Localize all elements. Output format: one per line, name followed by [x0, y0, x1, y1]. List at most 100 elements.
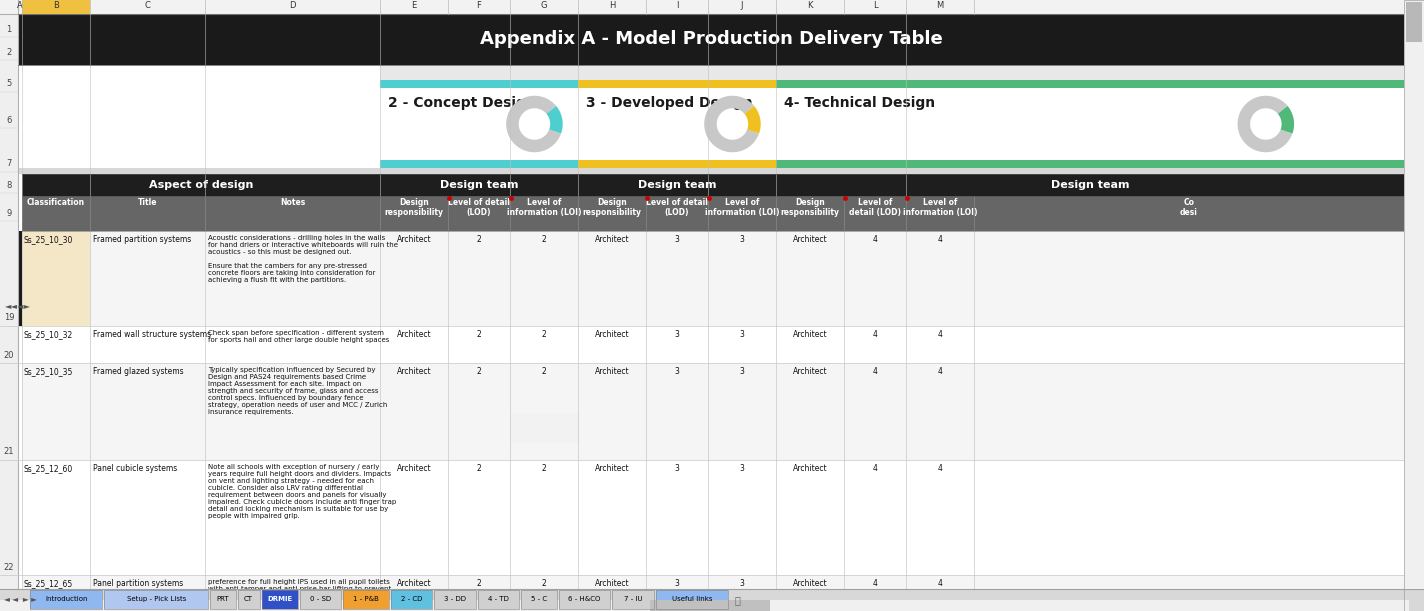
Text: Architect: Architect [793, 367, 827, 376]
Bar [21, 460, 1404, 575]
Text: 2 - CD: 2 - CD [402, 596, 423, 602]
Text: 21: 21 [4, 447, 14, 456]
Text: CT: CT [244, 596, 253, 602]
Bar [343, 590, 389, 609]
Bar [0, 0, 1404, 14]
Text: 8: 8 [6, 180, 11, 189]
Text: Ss_25_10_35: Ss_25_10_35 [24, 367, 74, 376]
Text: 3: 3 [675, 464, 679, 473]
Text: Panel partition systems: Panel partition systems [93, 579, 184, 588]
Text: Aspect of design: Aspect of design [150, 180, 253, 190]
Bar [380, 160, 578, 168]
Bar [649, 600, 770, 611]
Text: Level of detail
(LOD): Level of detail (LOD) [449, 198, 510, 218]
Text: 3: 3 [739, 579, 745, 588]
Text: Architect: Architect [397, 235, 431, 244]
Text: I: I [676, 1, 678, 10]
Text: Architect: Architect [397, 330, 431, 339]
Text: Architect: Architect [595, 367, 629, 376]
Text: Useful links: Useful links [672, 596, 712, 602]
Text: 6: 6 [6, 116, 11, 125]
Text: F: F [477, 1, 481, 10]
Text: 20: 20 [4, 351, 14, 359]
Text: E: E [412, 1, 417, 10]
Text: Classification: Classification [27, 198, 85, 207]
Text: ◄◄◄►: ◄◄◄► [6, 301, 31, 310]
Text: Acoustic considerations - drilling holes in the walls
for hand driers or interac: Acoustic considerations - drilling holes… [208, 235, 397, 283]
Text: Architect: Architect [397, 579, 431, 588]
Text: Architect: Architect [793, 464, 827, 473]
Text: Architect: Architect [793, 330, 827, 339]
Text: Design
responsibility: Design responsibility [582, 198, 641, 218]
Bar [209, 590, 235, 609]
Text: Design
responsibility: Design responsibility [384, 198, 443, 218]
Text: Design team: Design team [1051, 180, 1129, 190]
Text: 5 - C: 5 - C [531, 596, 547, 602]
Text: Notes: Notes [281, 198, 305, 207]
Bar [19, 80, 1404, 88]
Text: 2: 2 [477, 330, 481, 339]
Text: Appendix A - Model Production Delivery Table: Appendix A - Model Production Delivery T… [480, 31, 943, 48]
Bar [19, 231, 21, 326]
Bar [434, 590, 476, 609]
Bar [380, 88, 578, 160]
Text: 7: 7 [6, 159, 11, 169]
Text: PRT: PRT [216, 596, 229, 602]
Bar [434, 590, 476, 609]
Text: 4: 4 [937, 235, 943, 244]
Bar [776, 174, 1404, 196]
Bar [19, 88, 380, 160]
Text: Typically specification influenced by Secured by
Design and PAS24 requirements b: Typically specification influenced by Se… [208, 367, 387, 415]
Bar [19, 14, 1404, 65]
Bar [21, 231, 90, 326]
Text: 3 - DD: 3 - DD [444, 596, 466, 602]
Bar [0, 589, 1424, 611]
Bar [1405, 2, 1423, 42]
Text: 4: 4 [873, 579, 877, 588]
Bar [578, 88, 776, 160]
Bar [578, 80, 776, 88]
Text: A: A [17, 1, 23, 10]
Text: Architect: Architect [397, 464, 431, 473]
Text: ◄ ◄  ► ►: ◄ ◄ ► ► [4, 596, 37, 604]
Text: Architect: Architect [595, 235, 629, 244]
Text: Ss_25_12_65: Ss_25_12_65 [24, 579, 73, 588]
Bar [1404, 0, 1424, 589]
Text: 4: 4 [937, 464, 943, 473]
Bar [299, 590, 340, 609]
Text: Co
desi: Co desi [1180, 198, 1198, 218]
Text: 3: 3 [675, 235, 679, 244]
Text: Level of
detail (LOD): Level of detail (LOD) [849, 198, 901, 218]
Text: 3 - Developed Design: 3 - Developed Design [587, 96, 753, 110]
Text: Architect: Architect [595, 464, 629, 473]
Bar [578, 160, 776, 168]
Text: 🔃: 🔃 [735, 595, 740, 605]
Bar [655, 590, 728, 609]
Text: Level of
information (LOI): Level of information (LOI) [507, 198, 581, 218]
Text: Architect: Architect [793, 235, 827, 244]
Text: Level of detail
(LOD): Level of detail (LOD) [646, 198, 708, 218]
Text: Ss_25_12_60: Ss_25_12_60 [24, 464, 73, 473]
Bar [262, 590, 298, 609]
Bar [209, 590, 235, 609]
Bar [776, 80, 1404, 88]
Bar [392, 590, 433, 609]
Text: Level of
information (LOI): Level of information (LOI) [903, 198, 977, 218]
Text: 2: 2 [477, 367, 481, 376]
Text: 4: 4 [937, 579, 943, 588]
Bar [21, 196, 1404, 231]
Text: Design team: Design team [638, 180, 716, 190]
Bar [0, 0, 19, 589]
Bar [238, 590, 259, 609]
Bar [578, 174, 776, 196]
Text: Architect: Architect [793, 579, 827, 588]
Text: Title: Title [138, 198, 157, 207]
Text: 2: 2 [541, 464, 547, 473]
Bar [776, 160, 1404, 168]
Bar [21, 174, 380, 196]
Bar [30, 590, 103, 609]
Text: Architect: Architect [595, 330, 629, 339]
Circle shape [520, 110, 548, 138]
Text: Framed wall structure systems: Framed wall structure systems [93, 330, 211, 339]
Text: Panel cubicle systems: Panel cubicle systems [93, 464, 177, 473]
